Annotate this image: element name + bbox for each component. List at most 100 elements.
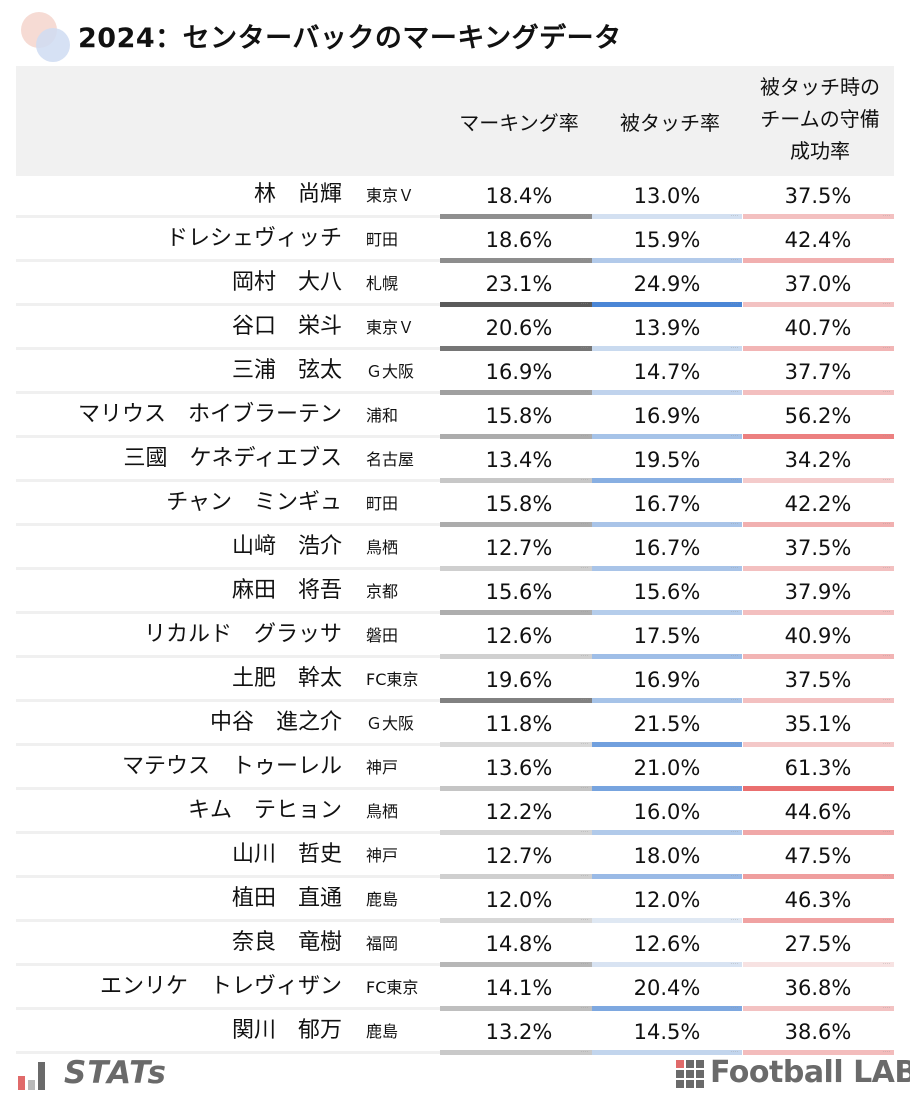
bar-dots: ···· — [730, 917, 739, 923]
team-defense-success-value: 42.2% — [784, 492, 852, 516]
player-name: マリウス ホイブラーテン — [77, 402, 342, 427]
bar-dots: ···· — [730, 345, 739, 351]
marking-rate-bar: ···· — [440, 830, 592, 835]
marking-rate-value: 11.8% — [485, 712, 553, 736]
marking-rate-bar: ···· — [440, 390, 592, 395]
row-divider — [16, 215, 440, 218]
marking-rate-value: 23.1% — [485, 272, 553, 296]
team-defense-success-value: 27.5% — [784, 932, 852, 956]
touched-rate-bar: ···· — [592, 610, 742, 615]
player-name: エンリケ トレヴィザン — [99, 974, 342, 999]
bar-dots: ···· — [882, 213, 891, 219]
bar-dots: ···· — [882, 961, 891, 967]
table-row: 植田 直通 鹿島 12.0% 12.0% 46.3% ···· ···· ···· — [0, 882, 910, 926]
touched-rate-bar: ···· — [592, 214, 742, 219]
football-lab-logo-icon — [676, 1060, 704, 1088]
team-name: 東京Ｖ — [366, 318, 415, 337]
touched-rate-bar: ···· — [592, 786, 742, 791]
player-name: 山川 哲史 — [231, 842, 342, 867]
touched-rate-bar: ···· — [592, 742, 742, 747]
bar-dots: ···· — [580, 433, 589, 439]
marking-rate-bar: ···· — [440, 918, 592, 923]
touched-rate-value: 13.9% — [633, 316, 701, 340]
header-team-defense-line1: 被タッチ時の — [760, 75, 880, 99]
touched-rate-bar: ···· — [592, 302, 742, 307]
bar-dots: ···· — [580, 1049, 589, 1055]
bar-dots: ···· — [882, 1005, 891, 1011]
bar-dots: ···· — [730, 257, 739, 263]
table-row: 林 尚輝 東京Ｖ 18.4% 13.0% 37.5% ···· ···· ···· — [0, 178, 910, 222]
marking-rate-value: 18.4% — [485, 184, 553, 208]
marking-rate-bar: ···· — [440, 214, 592, 219]
bar-dots: ···· — [882, 653, 891, 659]
player-name: 中谷 進之介 — [209, 710, 342, 735]
team-name: 福岡 — [366, 934, 399, 953]
table-row: 三浦 弦太 Ｇ大阪 16.9% 14.7% 37.7% ···· ···· ···· — [0, 354, 910, 398]
marking-rate-bar: ···· — [440, 346, 592, 351]
row-divider — [16, 655, 440, 658]
header-team-defense-line2: チームの守備 — [760, 107, 880, 131]
page-title: 2024：センターバックのマーキングデータ — [78, 23, 622, 54]
row-divider — [16, 831, 440, 834]
marking-rate-value: 12.2% — [485, 800, 553, 824]
touched-rate-value: 12.6% — [633, 932, 701, 956]
bar-dots: ···· — [882, 697, 891, 703]
bar-dots: ···· — [730, 609, 739, 615]
team-defense-bar: ···· — [743, 830, 894, 835]
team-name: Ｇ大阪 — [366, 714, 415, 733]
team-name: 名古屋 — [366, 450, 415, 469]
team-name: 京都 — [366, 582, 399, 601]
stats-logo-text: STATs — [64, 1055, 168, 1091]
bar-dots: ···· — [882, 477, 891, 483]
marking-rate-value: 14.8% — [485, 932, 553, 956]
team-defense-success-value: 38.6% — [784, 1020, 852, 1044]
table-row: 岡村 大八 札幌 23.1% 24.9% 37.0% ···· ···· ···· — [0, 266, 910, 310]
player-name: 関川 郁万 — [231, 1018, 342, 1043]
touched-rate-value: 15.6% — [633, 580, 701, 604]
bar-dots: ···· — [730, 697, 739, 703]
player-name: 奈良 竜樹 — [231, 930, 342, 955]
team-defense-bar: ···· — [743, 698, 894, 703]
player-name: 土肥 幹太 — [231, 666, 342, 691]
team-defense-success-value: 37.0% — [784, 272, 852, 296]
table-row: チャン ミンギュ 町田 15.8% 16.7% 42.2% ···· ···· ···· — [0, 486, 910, 530]
marking-rate-bar: ···· — [440, 258, 592, 263]
team-defense-bar: ···· — [743, 742, 894, 747]
bar-dots: ···· — [730, 961, 739, 967]
team-name: 神戸 — [366, 846, 399, 865]
bar-dots: ···· — [580, 345, 589, 351]
team-defense-bar: ···· — [743, 434, 894, 439]
row-divider — [16, 391, 440, 394]
team-defense-success-value: 37.5% — [784, 184, 852, 208]
bar-dots: ···· — [730, 785, 739, 791]
team-name: 町田 — [366, 494, 399, 513]
row-divider — [16, 963, 440, 966]
touched-rate-value: 20.4% — [633, 976, 701, 1000]
team-defense-bar: ···· — [743, 302, 894, 307]
team-defense-bar: ···· — [743, 258, 894, 263]
marking-rate-bar: ···· — [440, 522, 592, 527]
team-defense-success-value: 42.4% — [784, 228, 852, 252]
team-defense-success-value: 35.1% — [784, 712, 852, 736]
bar-dots: ···· — [580, 609, 589, 615]
team-defense-bar: ···· — [743, 1050, 894, 1055]
bar-dots: ···· — [580, 873, 589, 879]
touched-rate-value: 24.9% — [633, 272, 701, 296]
bar-dots: ···· — [882, 609, 891, 615]
table-row: 中谷 進之介 Ｇ大阪 11.8% 21.5% 35.1% ···· ···· ···· — [0, 706, 910, 750]
table-row: マテウス トゥーレル 神戸 13.6% 21.0% 61.3% ···· ···· ···· — [0, 750, 910, 794]
player-name: キム テヒョン — [187, 798, 342, 823]
touched-rate-value: 13.0% — [633, 184, 701, 208]
bar-dots: ···· — [882, 389, 891, 395]
bar-dots: ···· — [730, 653, 739, 659]
team-defense-bar: ···· — [743, 390, 894, 395]
team-defense-bar: ···· — [743, 346, 894, 351]
team-name: 鹿島 — [366, 890, 399, 909]
touched-rate-value: 16.7% — [633, 492, 701, 516]
team-defense-bar: ···· — [743, 214, 894, 219]
touched-rate-bar: ···· — [592, 1006, 742, 1011]
touched-rate-value: 14.7% — [633, 360, 701, 384]
bar-dots: ···· — [882, 521, 891, 527]
team-defense-bar: ···· — [743, 962, 894, 967]
touched-rate-value: 21.5% — [633, 712, 701, 736]
